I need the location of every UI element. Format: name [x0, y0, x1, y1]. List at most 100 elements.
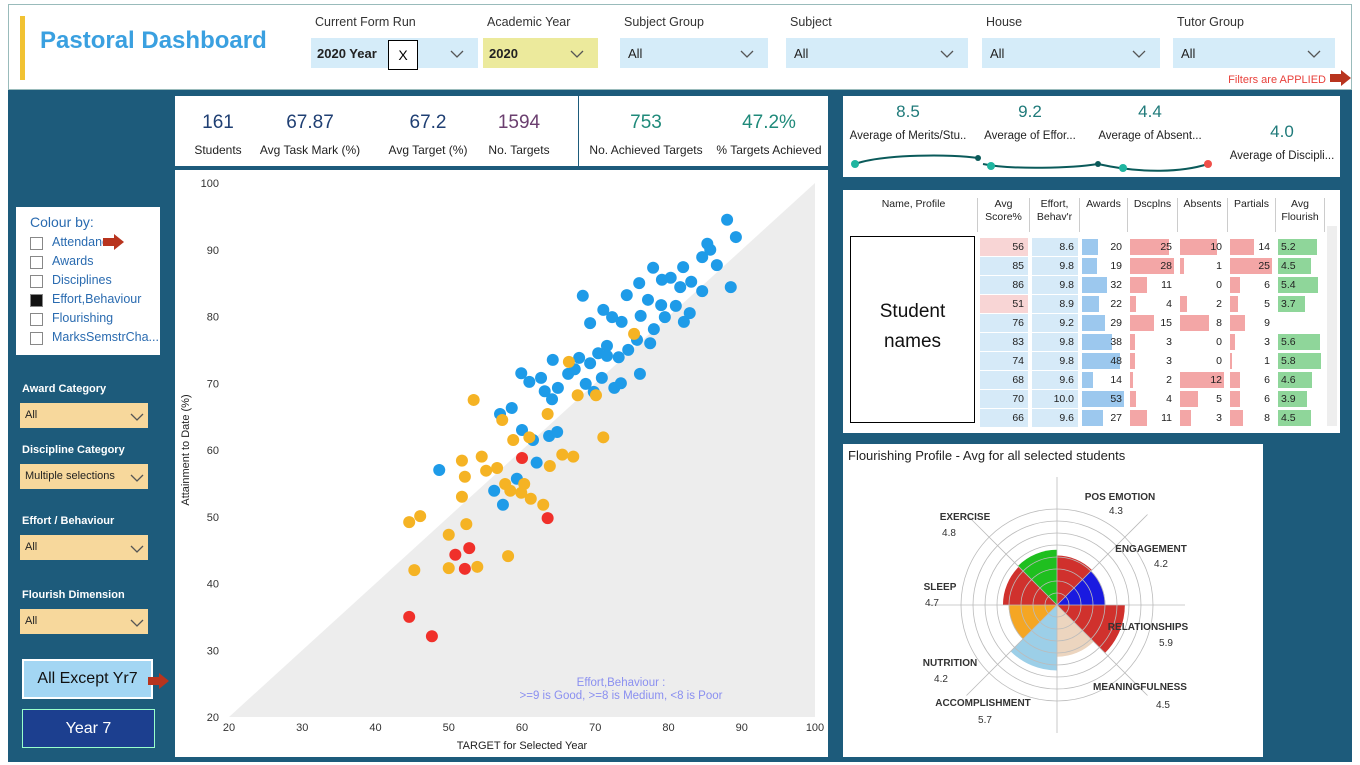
table-cell: 8	[1216, 317, 1222, 329]
effort-cell-bg	[1032, 238, 1078, 256]
data-bar	[1180, 258, 1184, 274]
kpi-label: No. Targets	[488, 143, 550, 157]
checkbox[interactable]	[30, 294, 43, 307]
slicer-dropdown[interactable]: All	[20, 609, 148, 634]
scatter-point	[504, 484, 517, 497]
effort-cell-bg	[1032, 390, 1078, 408]
average-label: Average of Merits/Stu..	[849, 130, 967, 142]
scatter-point	[729, 231, 742, 244]
chevron-icon	[1307, 50, 1321, 58]
button-year-7[interactable]: Year 7	[22, 709, 155, 748]
slicer-value: All	[25, 541, 38, 553]
table-cell: 3	[1216, 412, 1222, 424]
y-tick-label: 50	[207, 512, 219, 524]
scatter-point	[683, 307, 696, 320]
scatter-point	[505, 401, 518, 414]
polar-category-label: MEANINGFULNESS	[1093, 682, 1187, 693]
filter-dropdown[interactable]: 2020	[483, 38, 598, 68]
table-cell: 38	[1110, 336, 1122, 348]
effort-cell-bg	[1032, 314, 1078, 332]
arrow-icon	[1330, 70, 1351, 86]
filter-label: Subject	[790, 15, 832, 29]
filter-value: All	[990, 46, 1005, 61]
x-tick-label: 60	[516, 722, 528, 734]
scatter-point	[455, 490, 468, 503]
scatter-point	[579, 377, 592, 390]
y-tick-label: 90	[207, 245, 219, 257]
scatter-point	[589, 389, 602, 402]
data-bar	[1278, 277, 1319, 293]
annotation: Effort,Behaviour :	[577, 677, 666, 689]
filter-dropdown[interactable]: All	[982, 38, 1160, 68]
score-cell-bg	[980, 276, 1028, 294]
table-cell: 14	[1110, 374, 1122, 386]
table-cell: 4	[1166, 298, 1172, 310]
filter-value: All	[1181, 46, 1196, 61]
data-bar	[1230, 296, 1239, 312]
data-bar	[1130, 353, 1135, 369]
filter-status: Filters are APPLIED	[1228, 74, 1326, 86]
title-accent	[20, 16, 25, 80]
polar-category-label: RELATIONSHIPS	[1108, 622, 1189, 633]
score-cell-bg	[980, 238, 1028, 256]
slicer-label: Discipline Category	[22, 444, 125, 456]
table-header: Absents	[1178, 198, 1228, 232]
scatter-point	[463, 542, 476, 555]
slicer-value: Multiple selections	[25, 470, 115, 482]
table-cell: 2	[1166, 374, 1172, 386]
table-cell: 1	[1264, 355, 1270, 367]
filter-label: House	[986, 15, 1023, 29]
chevron	[130, 413, 144, 421]
scatter-point	[515, 367, 528, 380]
scatter-chart: 20 30 40 50 60 70 80 90 100 20 30 40 50 60 70 80 90 100 TA…	[180, 178, 824, 752]
table-cell: 28	[1160, 260, 1172, 272]
checkbox[interactable]	[30, 313, 43, 326]
scatter-point	[507, 433, 520, 446]
table-cell: 76	[1012, 317, 1024, 329]
scatter-point	[641, 293, 654, 306]
scatter-point	[628, 327, 641, 340]
chevron	[130, 619, 144, 627]
data-bar	[1130, 296, 1137, 312]
slicer-dropdown[interactable]: All	[20, 535, 148, 560]
checkbox[interactable]	[30, 237, 43, 250]
slicer-label: Flourish Dimension	[22, 589, 125, 601]
table-cell: 9.8	[1059, 336, 1074, 348]
filter-label: Current Form Run	[315, 15, 416, 29]
data-bar	[1082, 296, 1100, 312]
table-cell: 25	[1160, 241, 1172, 253]
scatter-point	[442, 528, 455, 541]
slicer-dropdown[interactable]: Multiple selections	[20, 464, 148, 489]
filter-dropdown[interactable]: All	[1173, 38, 1335, 68]
effort-cell-bg	[1032, 276, 1078, 294]
checkbox[interactable]	[30, 332, 43, 345]
button-all-except-yr7[interactable]: All Except Yr7	[22, 659, 153, 699]
y-tick-label: 60	[207, 445, 219, 457]
scatter-point	[597, 431, 610, 444]
data-bar	[1082, 239, 1098, 255]
checkbox[interactable]	[30, 275, 43, 288]
chevron	[570, 50, 584, 58]
y-tick-label: 80	[207, 312, 219, 324]
data-bar	[1130, 410, 1148, 426]
data-bar	[1180, 315, 1210, 331]
kpi-value: 1594	[497, 112, 541, 133]
filter-dropdown[interactable]: All	[786, 38, 968, 68]
chevron-icon	[570, 50, 584, 58]
score-cell-bg	[980, 371, 1028, 389]
scatter-point	[467, 393, 480, 406]
data-bar	[1278, 296, 1306, 312]
arrow	[1330, 70, 1351, 86]
chevron	[130, 545, 144, 553]
table-cell: 3.9	[1281, 393, 1296, 405]
polar-category-label: NUTRITION	[923, 658, 977, 669]
scatter-point	[460, 518, 473, 531]
polar-category-label: SLEEP	[924, 582, 957, 593]
checkbox[interactable]	[30, 256, 43, 269]
slicer-dropdown[interactable]: All	[20, 403, 148, 428]
scatter-point	[523, 431, 536, 444]
table-cell: 9.8	[1059, 260, 1074, 272]
filter-clear[interactable]: X	[388, 40, 418, 70]
scatter-point	[551, 381, 564, 394]
scatter-point	[721, 213, 734, 226]
